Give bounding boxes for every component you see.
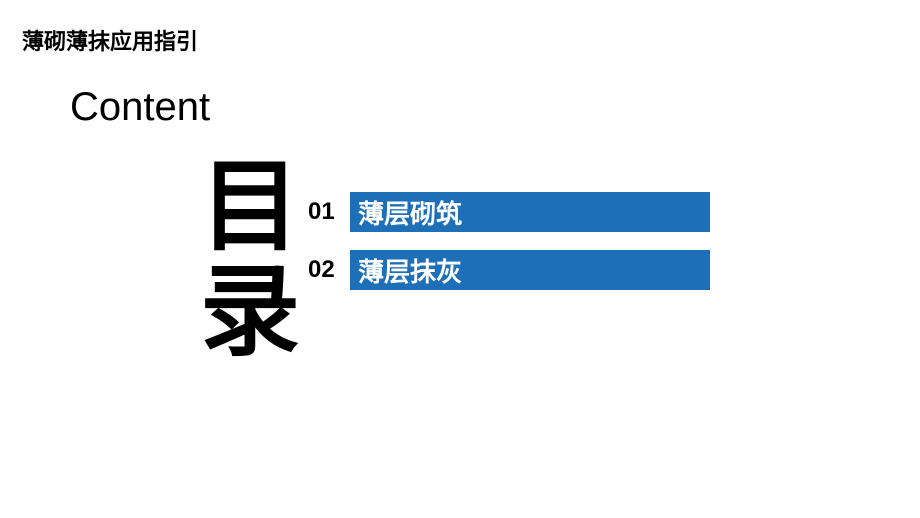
toc-item: 02 薄层抹灰: [308, 250, 710, 290]
header-title: 薄砌薄抹应用指引: [22, 24, 198, 56]
content-label: Content: [70, 85, 210, 130]
toc-bar-1: 薄层砌筑: [350, 192, 710, 232]
toc-item: 01 薄层砌筑: [308, 192, 710, 232]
toc-container: 01 薄层砌筑 02 薄层抹灰: [308, 192, 710, 308]
toc-number-2: 02: [308, 256, 342, 284]
toc-bar-2: 薄层抹灰: [350, 250, 710, 290]
vertical-heading: 目录: [200, 155, 300, 365]
toc-number-1: 01: [308, 198, 342, 226]
